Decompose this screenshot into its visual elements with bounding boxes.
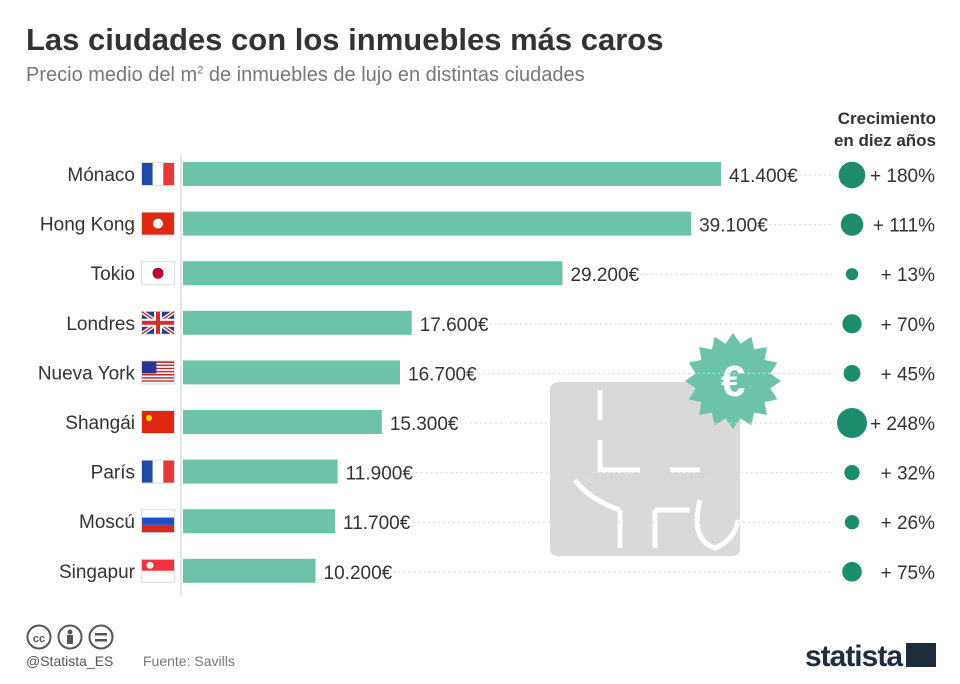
growth-label: + 111% [873,216,935,237]
bar [183,211,692,236]
growth-dot [842,314,862,334]
growth-dot [844,464,860,481]
growth-label: + 248% [870,414,935,435]
floorplan-icon [550,382,740,556]
value-label: 15.300€ [390,414,459,435]
category-label: Hong Kong [40,215,135,236]
bar [183,509,336,534]
bar [183,558,316,583]
growth-label: + 13% [881,265,936,286]
bar-row: París 11.900€ + 32% [91,459,936,485]
growth-dot [838,161,866,189]
cn-flag-icon [141,410,175,434]
category-label: Tokio [91,264,135,285]
no-derivatives-icon [88,624,114,650]
value-label: 17.600€ [420,315,489,336]
growth-dot [845,268,859,281]
value-label: 16.700€ [408,364,477,385]
bar [183,360,401,385]
svg-text:cc: cc [33,633,45,645]
floorplan-illustration: € [550,333,781,556]
category-label: Mónaco [67,165,135,186]
growth-label: + 45% [881,364,936,385]
bar [183,310,412,335]
growth-label: + 32% [881,464,936,485]
jp-flag-icon [141,261,175,286]
statista-logo-mark-icon [906,643,936,668]
category-label: Singapur [59,562,136,583]
footer-source: Fuente: Savills [143,653,235,669]
euro-badge-icon: € [685,333,781,429]
growth-dot [843,365,861,382]
footer-handle: @Statista_ES [26,653,114,669]
svg-text:€: € [721,357,745,406]
bar-row: Shangái 15.300€ + 248% [65,408,935,438]
gb-flag-icon [140,310,176,336]
hk-flag-icon [141,211,175,236]
value-label: 39.100€ [699,216,768,237]
bar-row: Tokio 29.200€ + 13% [91,261,935,286]
bar-row: Londres 17.600€ + 70% [66,310,936,336]
category-label: París [91,463,135,484]
growth-dot [842,561,862,582]
ru-flag-icon [141,509,175,534]
chart-title: Las ciudades con los inmuebles más caros [26,22,664,57]
bar-row: Mónaco 41.400€ + 180% [67,161,935,189]
growth-column-header: Crecimiento en diez años [833,109,936,150]
fr-flag-icon [141,162,175,186]
growth-dot [837,408,867,438]
statista-logo[interactable]: statista [805,640,936,674]
value-label: 29.200€ [570,265,639,286]
bar [183,410,382,434]
fr-flag-icon [141,459,175,484]
growth-label: + 26% [881,513,936,534]
chart-subtitle: Precio medio del m2 de inmuebles de lujo… [26,64,585,86]
license-icons: cc [26,624,121,657]
value-label: 11.900€ [346,464,414,485]
us-flag-icon [141,360,175,385]
value-label: 11.700€ [343,513,411,534]
growth-label: + 75% [881,563,936,584]
growth-dot [844,514,860,530]
bar [183,162,721,186]
cc-icon [26,624,52,650]
growth-label: + 70% [881,315,936,336]
category-label: Nueva York [38,363,136,384]
category-label: Londres [66,314,135,335]
growth-label: + 180% [870,166,935,187]
growth-dot [840,213,864,236]
floorplan-walls [573,390,700,548]
sg-flag-icon [141,558,175,583]
bar-row: Nueva York 16.700€ + 45% [38,360,935,385]
category-label: Moscú [79,512,135,533]
bar [183,261,563,286]
bar-row: Moscú 11.700€ + 26% [79,509,935,534]
value-label: 41.400€ [729,166,798,187]
bar [183,459,338,484]
bar-row: Singapur 10.200€ + 75% [59,558,936,584]
bar-row: Hong Kong 39.100€ + 111% [40,211,935,237]
attribution-icon [57,624,83,650]
scroll-curl [694,499,741,551]
value-label: 10.200€ [324,563,393,584]
category-label: Shangái [65,413,135,434]
